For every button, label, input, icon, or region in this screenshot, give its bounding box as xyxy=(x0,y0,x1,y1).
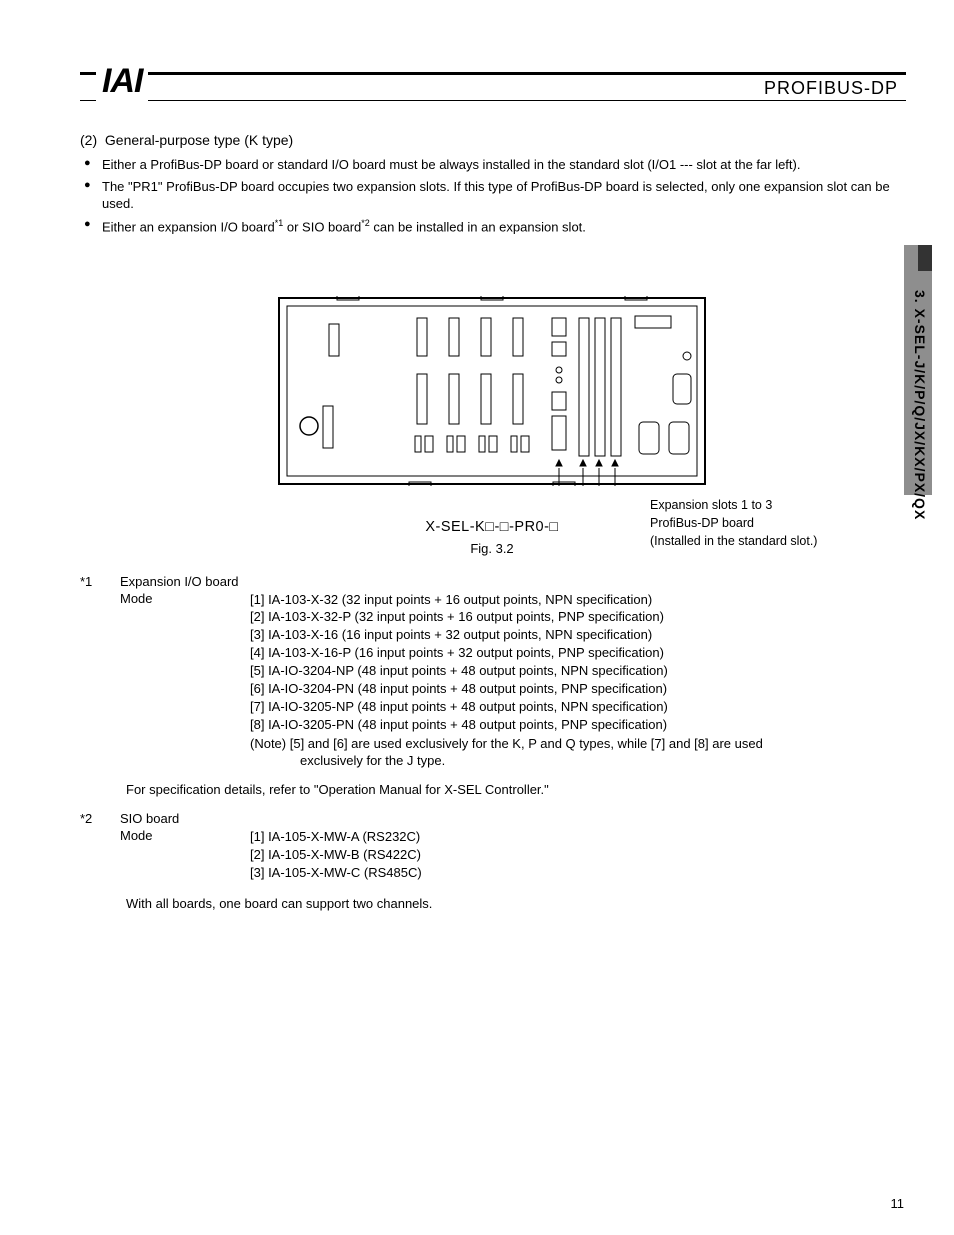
note1-mode-label: Mode xyxy=(120,591,250,606)
footnotes: *1 Expansion I/O board Mode [1] IA-103-X… xyxy=(80,574,904,911)
list-item: [3] IA-105-X-MW-C (RS485C) xyxy=(250,864,904,882)
header-product: PROFIBUS-DP xyxy=(760,78,902,99)
figure-callouts: Expansion slots 1 to 3 ProfiBus-DP board… xyxy=(650,496,817,550)
bullet-item: The "PR1" ProfiBus-DP board occupies two… xyxy=(84,178,904,213)
device-diagram xyxy=(277,296,707,486)
list-item: [6] IA-IO-3204-PN (48 input points + 48 … xyxy=(250,680,904,698)
bullet-list: Either a ProfiBus-DP board or standard I… xyxy=(84,156,904,236)
bullet-item: Either an expansion I/O board*1 or SIO b… xyxy=(84,217,904,236)
note1-tag: *1 xyxy=(80,574,120,589)
list-item: [1] IA-103-X-32 (32 input points + 16 ou… xyxy=(250,591,904,609)
note2-items: [1] IA-105-X-MW-A (RS232C)[2] IA-105-X-M… xyxy=(250,828,904,882)
list-item: [5] IA-IO-3204-NP (48 input points + 48 … xyxy=(250,662,904,680)
list-item: [3] IA-103-X-16 (16 input points + 32 ou… xyxy=(250,626,904,644)
note2-head: SIO board xyxy=(120,811,179,826)
bullet-item: Either a ProfiBus-DP board or standard I… xyxy=(84,156,904,174)
note1-note-line1: (Note) [5] and [6] are used exclusively … xyxy=(250,736,904,751)
page-number: 11 xyxy=(891,1196,905,1211)
note1-note-line2: exclusively for the J type. xyxy=(250,753,904,768)
section-number: (2) xyxy=(80,132,97,148)
list-item: [1] IA-105-X-MW-A (RS232C) xyxy=(250,828,904,846)
note2-tag: *2 xyxy=(80,811,120,826)
list-item: [8] IA-IO-3205-PN (48 input points + 48 … xyxy=(250,716,904,734)
header-rule-top xyxy=(80,72,906,75)
section-heading: General-purpose type (K type) xyxy=(105,132,293,148)
note1-head: Expansion I/O board xyxy=(120,574,239,589)
header-rule-bottom xyxy=(80,100,906,101)
spec-reference: For specification details, refer to "Ope… xyxy=(126,782,904,797)
figure: Expansion slots 1 to 3 ProfiBus-DP board… xyxy=(80,296,904,556)
list-item: [7] IA-IO-3205-NP (48 input points + 48 … xyxy=(250,698,904,716)
note2-mode-label: Mode xyxy=(120,828,250,843)
sidebar-chapter-label: 3. X-SEL-J/K/P/Q/JX/KX/PX/QX xyxy=(912,290,928,520)
note2-footer: With all boards, one board can support t… xyxy=(126,896,904,911)
section-title: (2) General-purpose type (K type) xyxy=(80,132,904,148)
logo: IAI xyxy=(96,62,148,101)
list-item: [2] IA-103-X-32-P (32 input points + 16 … xyxy=(250,608,904,626)
callout-installed: (Installed in the standard slot.) xyxy=(650,532,817,550)
list-item: [2] IA-105-X-MW-B (RS422C) xyxy=(250,846,904,864)
main-content: (2) General-purpose type (K type) Either… xyxy=(80,132,904,911)
note1-items: [1] IA-103-X-32 (32 input points + 16 ou… xyxy=(250,591,904,735)
callout-expansion-slots: Expansion slots 1 to 3 xyxy=(650,496,817,514)
callout-profibus-board: ProfiBus-DP board xyxy=(650,514,817,532)
list-item: [4] IA-103-X-16-P (16 input points + 32 … xyxy=(250,644,904,662)
